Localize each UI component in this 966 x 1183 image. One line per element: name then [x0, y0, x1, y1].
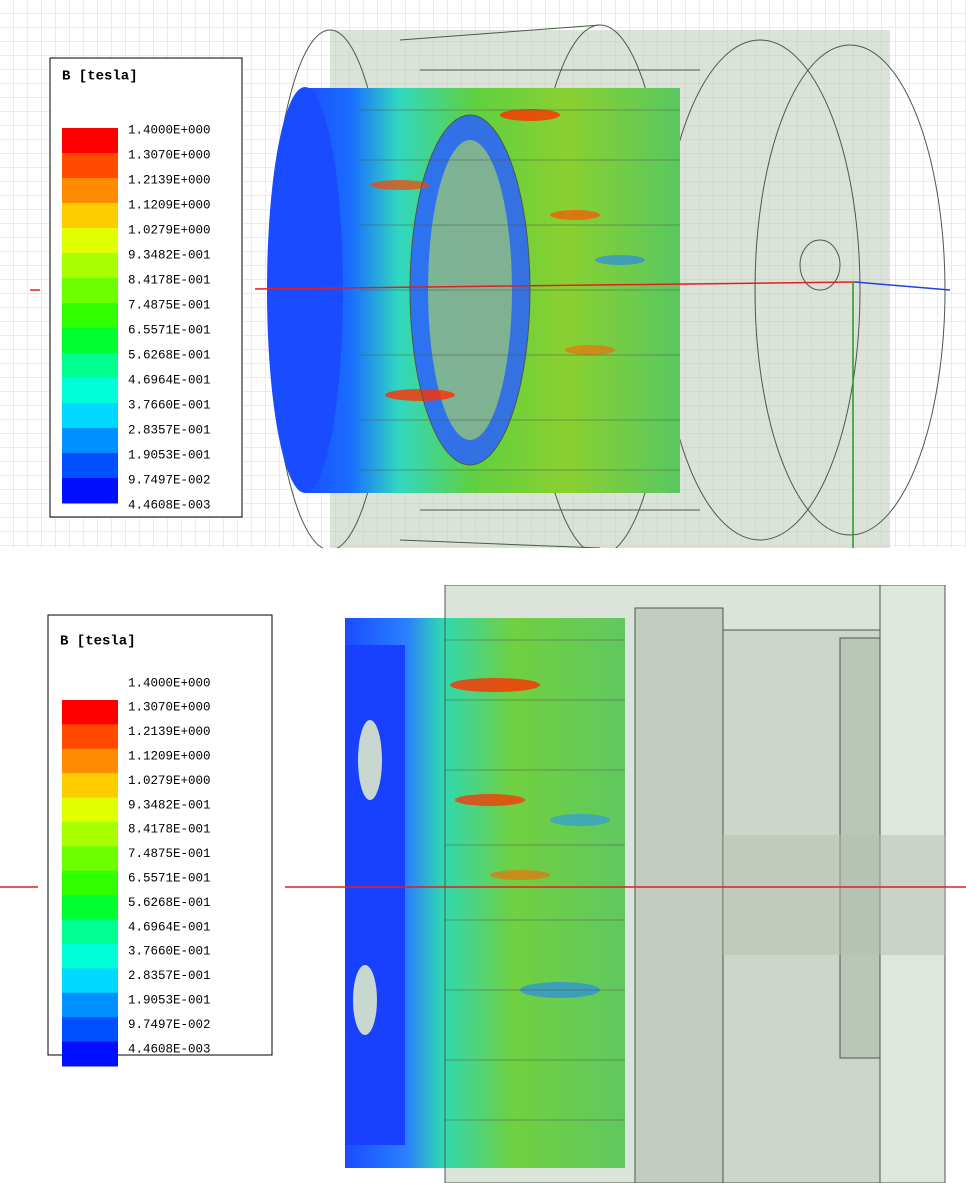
legend-label: 1.4000E+000 — [128, 676, 211, 690]
color-band — [62, 403, 118, 429]
color-band — [62, 328, 118, 354]
legend-label: 1.9053E-001 — [128, 448, 211, 462]
legend-label: 9.3482E-001 — [128, 248, 211, 262]
color-band — [62, 353, 118, 379]
legend-label: 3.7660E-001 — [128, 398, 211, 412]
z-axis — [854, 281, 951, 291]
legend: B [tesla] 1.4000E+000 1.3070E+000 1.2139E+0… — [47, 614, 273, 1067]
color-band — [62, 773, 118, 799]
color-band — [62, 895, 118, 921]
legend-label: 7.4875E-001 — [128, 847, 211, 861]
x-axis — [30, 281, 856, 291]
color-band — [62, 453, 118, 479]
color-band — [62, 253, 118, 279]
color-band — [62, 1017, 118, 1043]
color-band — [62, 919, 118, 945]
color-band — [62, 378, 118, 404]
legend: B [tesla] 1.4000E+000 1.3070E+000 1.2139E+0… — [49, 57, 243, 518]
color-band — [62, 428, 118, 454]
color-band — [62, 153, 118, 179]
legend-label: 9.3482E-001 — [128, 798, 211, 812]
legend-label: 1.0279E+000 — [128, 774, 211, 788]
legend-label: 5.6268E-001 — [128, 348, 211, 362]
color-band — [62, 178, 118, 204]
legend-label: 8.4178E-001 — [128, 273, 211, 287]
scene-top — [0, 0, 966, 548]
legend-label: 4.6964E-001 — [128, 373, 211, 387]
legend-title: B [tesla] — [62, 69, 138, 85]
color-band — [62, 748, 118, 774]
legend-label: 1.0279E+000 — [128, 223, 211, 237]
legend-label: 5.6268E-001 — [128, 896, 211, 910]
legend-label: 1.3070E+000 — [128, 148, 211, 162]
legend-label: 1.9053E-001 — [128, 993, 211, 1007]
legend-label: 6.5571E-001 — [128, 871, 211, 885]
color-band — [62, 203, 118, 229]
legend-label: 9.7497E-002 — [128, 1018, 211, 1032]
legend-label: 1.2139E+000 — [128, 725, 211, 739]
legend-label: 8.4178E-001 — [128, 823, 211, 837]
color-band — [62, 228, 118, 254]
legend-label: 9.7497E-002 — [128, 473, 211, 487]
field-plot — [345, 585, 625, 1183]
legend-label: 1.4000E+000 — [128, 123, 211, 137]
legend-label: 2.8357E-001 — [128, 423, 211, 437]
field-plot — [267, 87, 680, 493]
color-band — [62, 797, 118, 823]
color-band — [62, 478, 118, 504]
legend-label: 1.1209E+000 — [128, 198, 211, 212]
legend-label: 4.4608E-003 — [128, 498, 211, 512]
color-band — [62, 968, 118, 994]
legend-label: 3.7660E-001 — [128, 945, 211, 959]
legend-label: 1.1209E+000 — [128, 749, 211, 763]
legend-title: B [tesla] — [60, 634, 136, 650]
legend-label: 4.4608E-003 — [128, 1042, 211, 1056]
legend-label: 7.4875E-001 — [128, 298, 211, 312]
scene-bottom — [0, 585, 966, 1183]
legend-label: 2.8357E-001 — [128, 969, 211, 983]
color-band — [62, 870, 118, 896]
color-band — [62, 992, 118, 1018]
color-band — [62, 822, 118, 847]
legend-label: 4.6964E-001 — [128, 920, 211, 934]
color-band — [62, 1041, 118, 1067]
color-band — [62, 846, 118, 872]
legend-label: 1.2139E+000 — [128, 173, 211, 187]
color-band — [62, 724, 118, 750]
color-band — [62, 128, 118, 154]
color-band — [62, 278, 118, 304]
color-band — [62, 303, 118, 329]
legend-label: 1.3070E+000 — [128, 701, 211, 715]
color-band — [62, 700, 118, 725]
legend-label: 6.5571E-001 — [128, 323, 211, 337]
color-band — [62, 944, 118, 969]
